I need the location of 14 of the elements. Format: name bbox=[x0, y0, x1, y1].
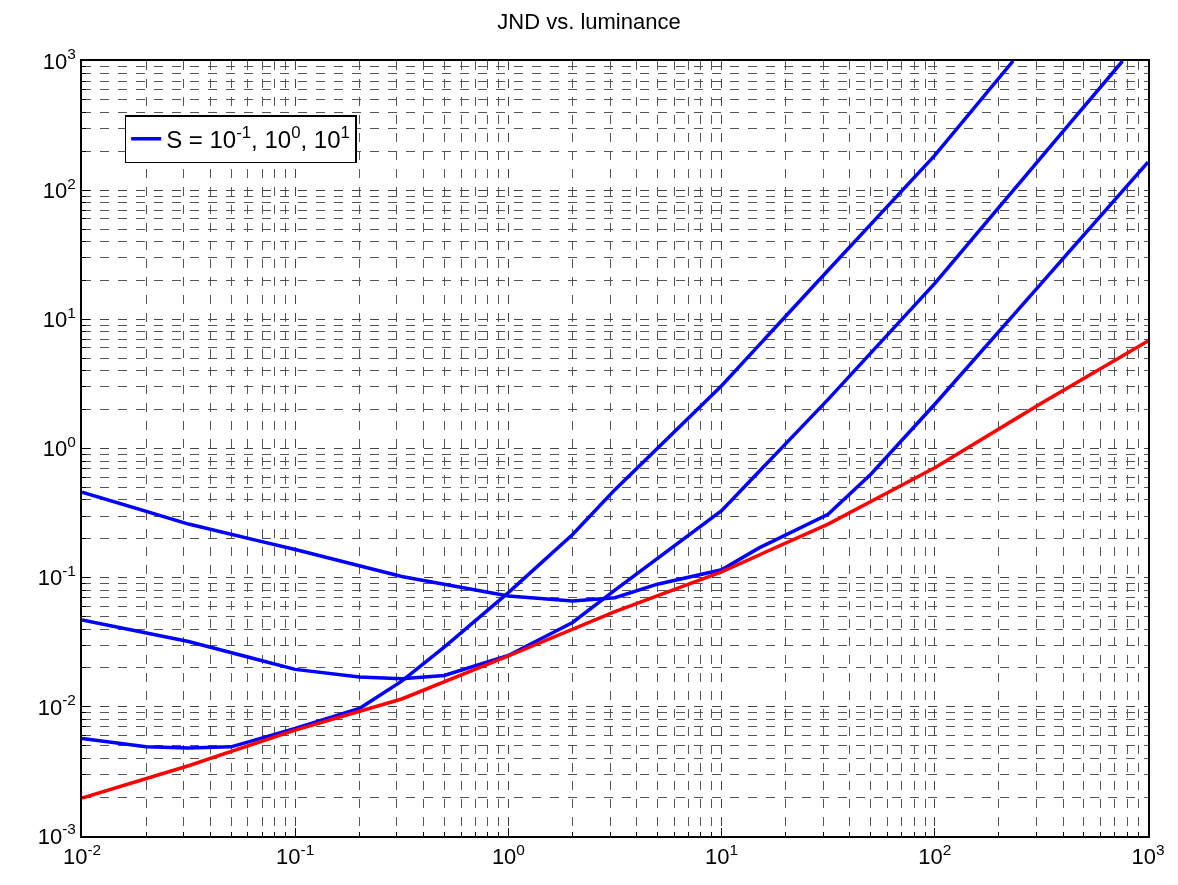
x-tick-label: 10$^{1}$ bbox=[705, 840, 739, 870]
chart-title: JND vs. luminance bbox=[497, 8, 681, 34]
x-tick-label: 10$^{-1}$ bbox=[276, 840, 315, 870]
legend-label: S = 10$^{-1}$, 10$^{0}$, 10$^{1}$ bbox=[166, 123, 350, 154]
y-tick-label: 10$^{3}$ bbox=[42, 45, 76, 74]
x-tick-label: 10$^{2}$ bbox=[918, 840, 952, 870]
y-tick-label: 10$^{-2}$ bbox=[37, 691, 76, 720]
x-tick-label: 10$^{0}$ bbox=[491, 840, 525, 870]
y-tick-label: 10$^{-1}$ bbox=[37, 562, 76, 591]
y-tick-label: 10$^{0}$ bbox=[42, 432, 76, 462]
line-series bbox=[82, 339, 1148, 800]
y-tick-label: 10$^{1}$ bbox=[42, 303, 76, 333]
y-tick-label: 10$^{2}$ bbox=[42, 174, 76, 203]
x-tick-label: 10$^{3}$ bbox=[1131, 840, 1165, 870]
